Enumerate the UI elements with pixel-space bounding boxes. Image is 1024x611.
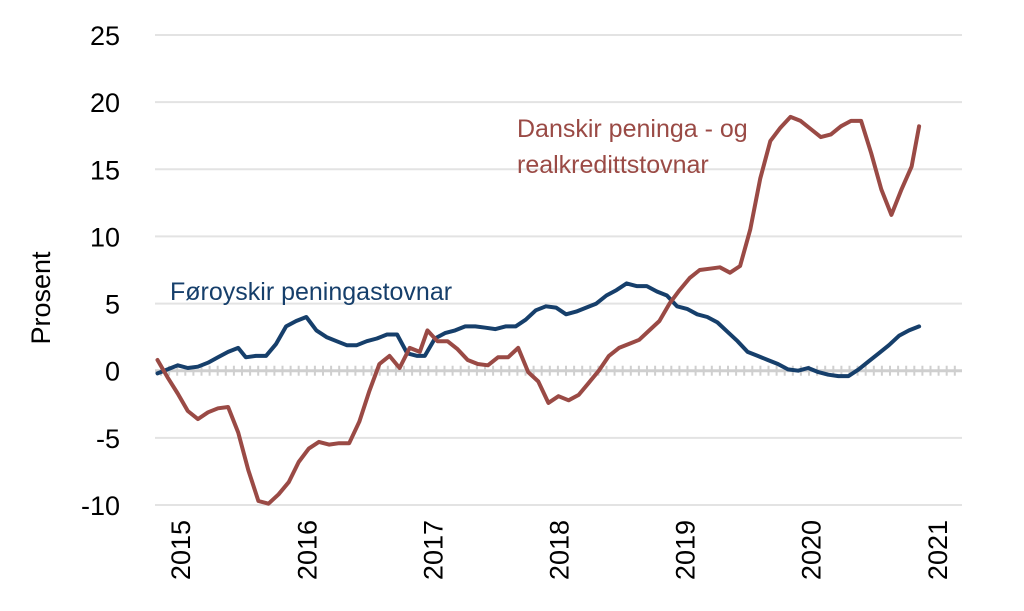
x-tick-label: 2015 — [166, 520, 196, 580]
y-axis-ticks: 25 20 15 10 5 0 -5 -10 — [81, 21, 120, 521]
x-tick-label: 2016 — [292, 520, 322, 580]
series-line-danskir — [155, 114, 922, 506]
x-axis-ticks: 2015 2016 2017 2018 2019 2020 2021 — [166, 520, 953, 580]
x-tick-label: 2020 — [797, 520, 827, 580]
grid-lines — [155, 34, 962, 506]
x-tick-label: 2017 — [418, 520, 448, 580]
y-tick-label: 15 — [90, 155, 120, 185]
y-tick-label: -5 — [96, 424, 120, 454]
series-label: Føroyskir peningastovnar — [170, 278, 452, 306]
x-tick-label: 2019 — [671, 520, 701, 580]
series-label: Danskir peninga - og — [517, 115, 748, 143]
y-axis-title: Prosent — [26, 251, 56, 345]
y-tick-label: 25 — [90, 21, 120, 51]
series-labels: Føroyskir peningastovnar Danskir peninga … — [170, 115, 748, 306]
x-tick-label: 2018 — [545, 520, 575, 580]
y-tick-label: 0 — [105, 357, 120, 387]
series-label: realkredittstovnar — [517, 151, 709, 179]
y-tick-label: 5 — [105, 290, 120, 320]
x-tick-label: 2021 — [923, 520, 953, 580]
y-tick-label: -10 — [81, 491, 120, 521]
y-tick-label: 10 — [90, 222, 120, 252]
series-lines — [155, 114, 922, 506]
series-line-foroyskir — [155, 281, 922, 379]
y-tick-label: 20 — [90, 88, 120, 118]
